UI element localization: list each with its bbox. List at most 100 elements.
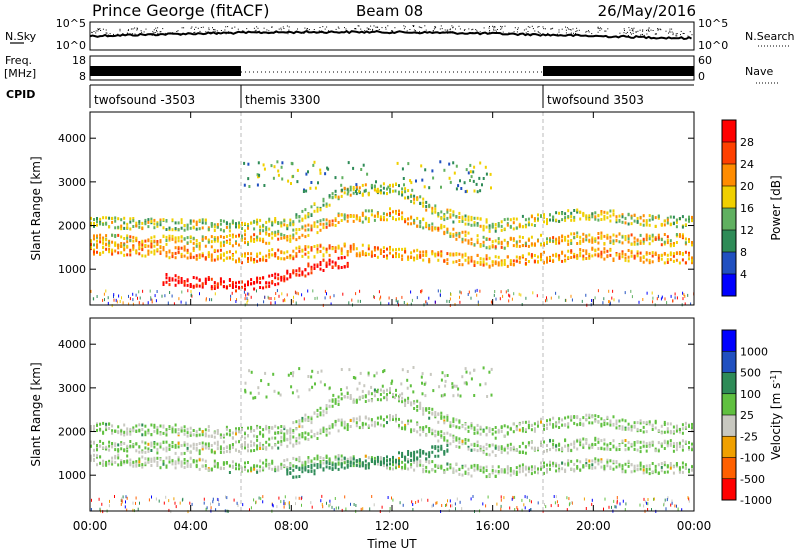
data-cell <box>126 461 128 464</box>
data-cell <box>374 394 376 397</box>
data-cell <box>434 464 436 467</box>
data-cell <box>253 282 255 285</box>
nsearch-dot <box>382 27 383 28</box>
nsearch-dot <box>409 32 410 33</box>
data-cell <box>640 242 642 245</box>
data-cell <box>117 251 119 254</box>
data-cell <box>443 436 445 439</box>
data-cell <box>413 456 415 459</box>
data-cell <box>649 224 651 227</box>
nsearch-dot <box>433 30 434 31</box>
data-cell <box>120 251 122 254</box>
data-cell <box>295 466 297 469</box>
data-cell <box>296 180 298 183</box>
nsearch-dot <box>690 31 691 32</box>
data-cell <box>187 249 189 252</box>
noise-cell <box>568 497 569 500</box>
data-cell <box>356 417 358 420</box>
data-cell <box>111 442 113 445</box>
data-cell <box>301 470 303 473</box>
noise-cell <box>496 298 497 301</box>
noise-cell <box>152 299 153 302</box>
data-cell <box>226 450 228 453</box>
data-cell <box>673 430 675 433</box>
data-cell <box>211 253 213 256</box>
data-cell <box>673 442 675 445</box>
data-cell <box>374 219 376 222</box>
data-cell <box>274 217 276 220</box>
data-cell <box>341 266 343 269</box>
nsearch-dot <box>671 29 672 30</box>
noise-cell <box>452 504 453 507</box>
data-cell <box>619 427 621 430</box>
data-cell <box>205 222 207 225</box>
nsearch-dot <box>440 29 441 30</box>
data-cell <box>193 247 195 250</box>
freq-tick-bottom: 8 <box>79 70 86 83</box>
data-cell <box>616 215 618 218</box>
data-cell <box>93 218 95 221</box>
data-cell <box>398 210 400 213</box>
nsearch-dot <box>421 27 422 28</box>
noise-cell <box>501 290 502 293</box>
data-cell <box>307 465 309 468</box>
data-cell <box>280 279 282 282</box>
nsky-trace <box>90 31 692 39</box>
nave-tick-top: 60 <box>698 54 712 67</box>
data-cell <box>490 186 492 189</box>
data-cell <box>347 250 349 253</box>
data-cell <box>407 422 409 425</box>
nsearch-dot <box>334 32 335 33</box>
data-cell <box>138 460 140 463</box>
data-cell <box>410 251 412 254</box>
noise-cell <box>432 505 433 508</box>
data-cell <box>603 258 605 261</box>
data-cell <box>175 252 177 255</box>
data-cell <box>603 423 605 426</box>
nsearch-dot <box>624 32 625 33</box>
data-cell <box>525 225 527 228</box>
data-cell <box>283 257 285 260</box>
nsearch-dot <box>633 33 634 34</box>
data-cell <box>688 240 690 243</box>
data-cell <box>440 467 442 470</box>
data-cell <box>292 269 294 272</box>
data-cell <box>649 214 651 217</box>
data-cell <box>425 470 427 473</box>
noise-cell <box>640 504 641 507</box>
data-cell <box>628 237 630 240</box>
data-cell <box>410 463 412 466</box>
data-cell <box>169 444 171 447</box>
nsearch-dot <box>450 31 451 32</box>
data-cell <box>138 220 140 223</box>
data-cell <box>292 436 294 439</box>
noise-cell <box>199 292 200 295</box>
data-cell <box>594 457 596 460</box>
noise-cell <box>558 504 559 507</box>
data-cell <box>465 239 467 242</box>
nsearch-dot <box>443 31 444 32</box>
data-cell <box>419 428 421 431</box>
data-cell <box>462 254 464 257</box>
data-cell <box>190 253 192 256</box>
data-cell <box>344 256 346 259</box>
data-cell <box>271 248 273 251</box>
data-cell <box>208 278 210 281</box>
data-cell <box>664 421 666 424</box>
power-panel-bg <box>90 112 694 305</box>
data-cell <box>449 424 451 427</box>
data-cell <box>259 426 261 429</box>
data-cell <box>220 283 222 286</box>
data-cell <box>525 473 527 476</box>
data-cell <box>455 260 457 263</box>
data-cell <box>380 252 382 255</box>
data-cell <box>531 242 533 245</box>
data-cell <box>522 467 524 470</box>
data-cell <box>395 190 397 193</box>
noise-cell <box>684 295 685 298</box>
noise-cell <box>284 506 285 509</box>
data-cell <box>667 440 669 443</box>
data-cell <box>226 286 228 289</box>
data-cell <box>594 249 596 252</box>
data-cell <box>335 402 337 405</box>
